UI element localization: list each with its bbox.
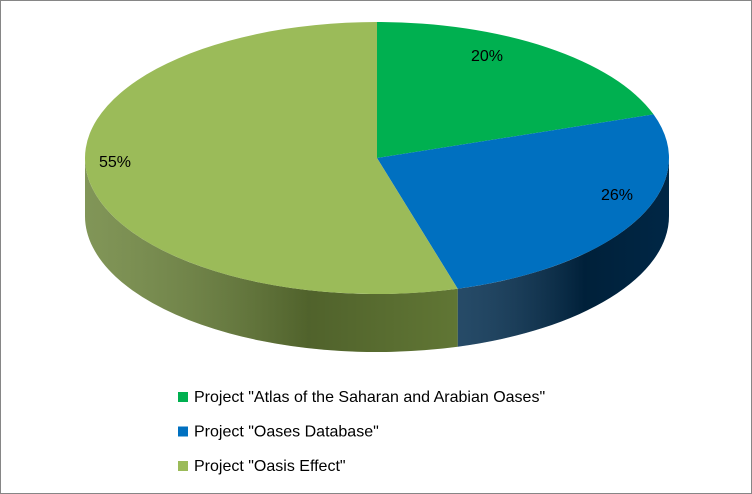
legend-label: Project "Atlas of the Saharan and Arabia… <box>194 389 545 406</box>
data-labels: 20% 26% 55% <box>99 48 633 204</box>
side-shade <box>457 158 669 347</box>
data-label: 20% <box>471 48 503 65</box>
side-shade <box>85 158 458 353</box>
data-label: 55% <box>99 154 131 171</box>
pie-sides <box>85 158 669 353</box>
legend: Project "Atlas of the Saharan and Arabia… <box>178 389 545 475</box>
pie-slice <box>377 22 654 158</box>
data-label: 26% <box>601 187 633 204</box>
pie-slice <box>84 22 458 295</box>
legend-swatch <box>178 392 188 402</box>
pie-slice <box>377 114 669 289</box>
legend-label: Project "Oases Database" <box>194 424 379 441</box>
legend-label: Project "Oasis Effect" <box>194 458 346 475</box>
legend-swatch <box>178 426 188 437</box>
legend-swatch <box>178 461 188 471</box>
pie-tops <box>84 22 669 295</box>
